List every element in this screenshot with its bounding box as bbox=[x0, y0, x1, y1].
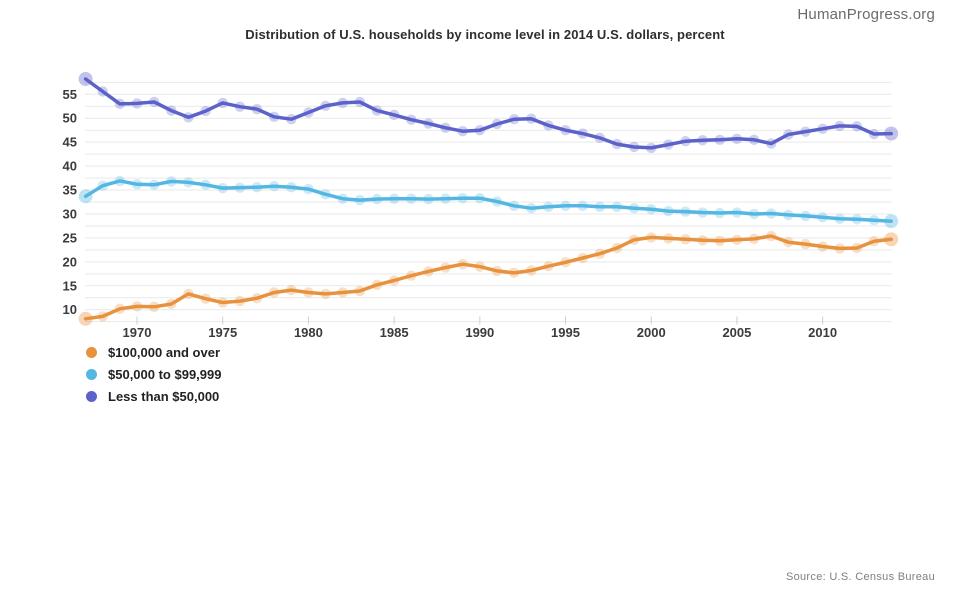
chart-title: Distribution of U.S. households by incom… bbox=[245, 27, 725, 42]
legend-swatch-icon bbox=[86, 369, 97, 380]
y-axis-label: 25 bbox=[63, 230, 77, 245]
x-axis-label: 1985 bbox=[380, 325, 409, 340]
chart-legend: $100,000 and over $50,000 to $99,999 Les… bbox=[86, 344, 221, 405]
y-axis-label: 15 bbox=[63, 278, 77, 293]
series-line-2[interactable] bbox=[83, 77, 893, 150]
series-line-0[interactable] bbox=[83, 234, 893, 321]
humanprogress-link[interactable]: HumanProgress.org bbox=[797, 6, 935, 23]
x-axis-label: 2010 bbox=[808, 325, 837, 340]
y-axis-label: 55 bbox=[63, 87, 77, 102]
series-line-1[interactable] bbox=[83, 179, 893, 223]
legend-label: $50,000 to $99,999 bbox=[108, 367, 222, 382]
source-attribution: Source: U.S. Census Bureau bbox=[785, 571, 935, 583]
x-axis-label: 1975 bbox=[208, 325, 237, 340]
y-axis-label: 40 bbox=[63, 159, 77, 174]
x-axis-label: 2000 bbox=[637, 325, 666, 340]
legend-swatch-icon bbox=[86, 391, 97, 402]
x-axis-label: 1995 bbox=[551, 325, 580, 340]
y-axis-label: 35 bbox=[63, 183, 77, 198]
x-axis-label: 1970 bbox=[123, 325, 152, 340]
y-axis-label: 50 bbox=[63, 111, 77, 126]
legend-item-100k-and-over[interactable]: $100,000 and over bbox=[86, 344, 221, 361]
x-axis-label: 2005 bbox=[722, 325, 751, 340]
x-axis-label: 1980 bbox=[294, 325, 323, 340]
legend-swatch-icon bbox=[86, 347, 97, 358]
x-axis-label: 1990 bbox=[465, 325, 494, 340]
chart-canvas: 10 15 20 25 30 35 40 45 50 55 1970 1975 1980 1985 1990… bbox=[63, 71, 899, 340]
legend-label: $100,000 and over bbox=[108, 345, 221, 360]
y-axis-label: 10 bbox=[63, 302, 77, 317]
y-axis-label: 30 bbox=[63, 206, 77, 221]
legend-item-50k-to-99k[interactable]: $50,000 to $99,999 bbox=[86, 366, 221, 383]
legend-label: Less than $50,000 bbox=[108, 389, 220, 404]
y-axis-label: 45 bbox=[63, 135, 77, 150]
legend-item-less-than-50k[interactable]: Less than $50,000 bbox=[86, 388, 221, 405]
y-axis-label: 20 bbox=[63, 254, 77, 269]
